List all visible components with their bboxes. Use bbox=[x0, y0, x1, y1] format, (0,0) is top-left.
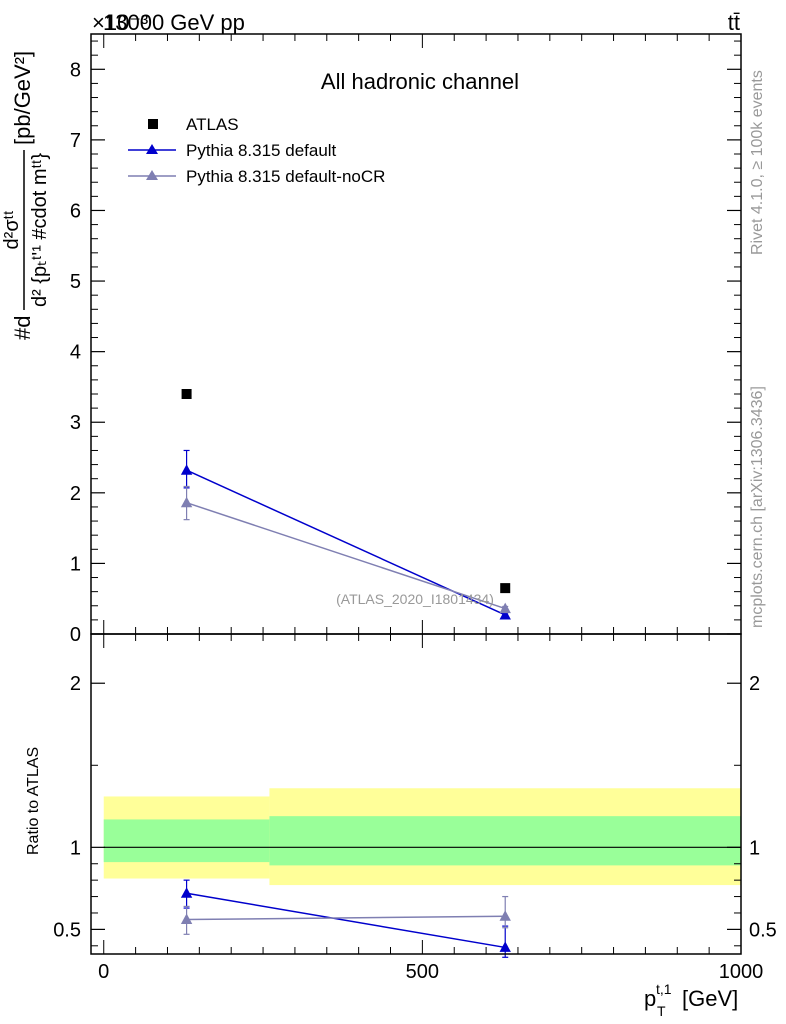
main-y-tick-label: 8 bbox=[70, 59, 81, 81]
legend-atlas-label: ATLAS bbox=[186, 115, 239, 134]
main-y-tick-label: 5 bbox=[70, 271, 81, 293]
ratio-pythia-8-315-default-nocr-point bbox=[499, 910, 511, 921]
mcplots-label: mcplots.cern.ch [arXiv:1306.3436] bbox=[749, 386, 766, 628]
main-y-tick-label: 3 bbox=[70, 412, 81, 434]
pythia-8-315-default-nocr-point bbox=[499, 602, 511, 614]
main-y-tick-label: 4 bbox=[70, 342, 81, 364]
x-tick-label: 500 bbox=[406, 961, 439, 983]
x-tick-label: 1000 bbox=[719, 961, 764, 983]
legend: ATLAS Pythia 8.315 default Pythia 8.315 … bbox=[128, 115, 385, 186]
main-y-tick-label: 6 bbox=[70, 200, 81, 222]
x-axis-label: p T t,1 [GeV] bbox=[644, 981, 738, 1019]
main-y-tick-label: 0 bbox=[70, 624, 81, 646]
y-label-prefix: #d bbox=[10, 316, 35, 340]
ratio-pythia-8-315-default-point bbox=[180, 887, 193, 898]
ratio-y-tick-label-right: 1 bbox=[749, 837, 760, 859]
ratio-y-tick-label-left: 0.5 bbox=[53, 919, 81, 941]
ratio-y-axis-label: Ratio to ATLAS bbox=[25, 747, 42, 855]
pythia-8-315-default-point bbox=[499, 608, 511, 620]
main-y-tick-label: 2 bbox=[70, 483, 81, 505]
ratio-frame bbox=[90, 633, 742, 955]
y-label-denominator: d² {pₜᵗ'¹ #cdot mᵗᵗ} bbox=[29, 153, 51, 307]
exponent-label: ×10⁻³ bbox=[92, 10, 148, 35]
x-label-sup: t,1 bbox=[656, 981, 672, 997]
ratio-pythia-8-315-default-nocr-line bbox=[186, 915, 506, 921]
ratio-y-tick-label-right: 2 bbox=[749, 673, 760, 695]
main-y-axis-label: #d d²σᵗᵗ d² {pₜᵗ'¹ #cdot mᵗᵗ} [pb/GeV²] bbox=[1, 51, 51, 340]
x-label-main: p bbox=[644, 986, 656, 1011]
ratio-y-tick-label-right: 0.5 bbox=[749, 919, 777, 941]
ratio-uncertainty-band-inner bbox=[103, 819, 270, 863]
collision-energy-title: 13000 GeV pp bbox=[103, 10, 245, 35]
legend-pythia-label: Pythia 8.315 default bbox=[186, 141, 337, 160]
process-title: tt̄ bbox=[728, 10, 740, 35]
atlas-point bbox=[500, 583, 511, 594]
legend-atlas-marker bbox=[148, 119, 158, 129]
pythia-8-315-default-nocr-line bbox=[186, 501, 506, 610]
ratio-pythia-8-315-default-nocr-point bbox=[180, 913, 193, 925]
ratio-panel: 0.5 0.5 1 1 2 2 0 500 1000 bbox=[53, 633, 777, 983]
x-label-unit: [GeV] bbox=[682, 986, 738, 1011]
legend-pythia-marker bbox=[146, 144, 158, 154]
y-label-units: [pb/GeV²] bbox=[10, 51, 35, 145]
legend-pythia-nocr-label: Pythia 8.315 default-noCR bbox=[186, 167, 385, 186]
legend-pythia-nocr-marker bbox=[146, 170, 158, 180]
atlas-point bbox=[181, 389, 192, 399]
pythia-8-315-default-point bbox=[180, 464, 193, 475]
ratio-uncertainty-band-inner bbox=[269, 816, 741, 866]
analysis-watermark: (ATLAS_2020_I1801434) bbox=[336, 591, 494, 607]
rivet-version-label: Rivet 4.1.0, ≥ 100k events bbox=[749, 70, 766, 255]
pythia-8-315-default-nocr-point bbox=[180, 496, 193, 508]
y-label-numerator: d²σᵗᵗ bbox=[1, 211, 23, 250]
x-label-sub: T bbox=[657, 1003, 666, 1019]
main-y-tick-label: 1 bbox=[70, 553, 81, 575]
ratio-pythia-8-315-default-line bbox=[186, 892, 506, 949]
ratio-pythia-8-315-default-point bbox=[499, 941, 511, 952]
main-panel: 0 1 2 3 4 5 6 7 8 bbox=[70, 33, 742, 646]
x-tick-label: 0 bbox=[98, 961, 109, 983]
main-y-tick-label: 7 bbox=[70, 130, 81, 152]
ratio-y-tick-label-left: 2 bbox=[70, 673, 81, 695]
ratio-y-tick-label-left: 1 bbox=[70, 837, 81, 859]
channel-annotation: All hadronic channel bbox=[321, 69, 519, 94]
